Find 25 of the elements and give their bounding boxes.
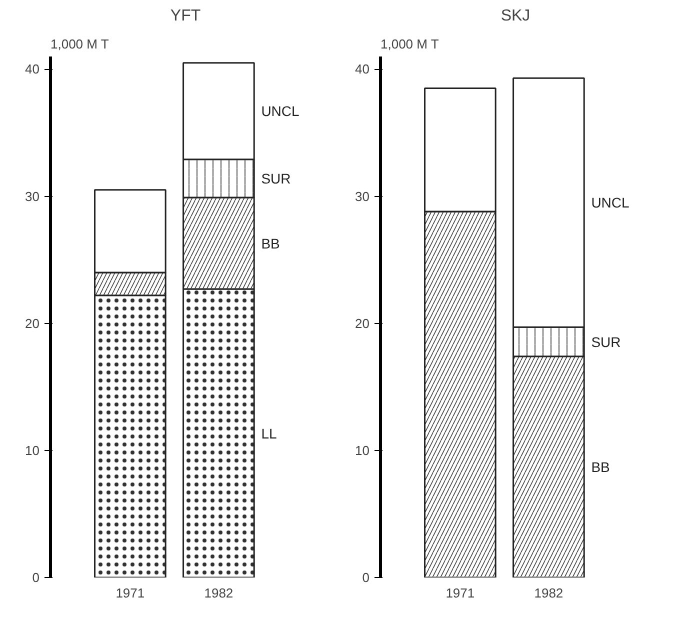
y-tick-label: 40 [25, 62, 40, 77]
y-tick-label: 30 [355, 188, 370, 204]
series-label: UNCL [591, 194, 630, 211]
y-tick-label: 0 [32, 570, 40, 585]
chart-title: YFT [170, 8, 201, 24]
y-tick-label: 10 [25, 442, 40, 458]
y-tick-label: 20 [355, 316, 370, 331]
series-label: UNCL [261, 103, 300, 120]
y-axis-title: 1,000 M T [380, 36, 439, 52]
x-tick-label: 1971 [446, 586, 475, 600]
y-tick-label: 20 [25, 316, 40, 331]
x-tick-label: 1971 [116, 586, 145, 600]
y-tick-label: 0 [362, 570, 370, 585]
series-label: LL [261, 425, 277, 442]
series-label: BB [261, 235, 280, 252]
y-tick-label: 10 [355, 442, 370, 458]
y-axis-title: 1,000 M T [50, 36, 109, 52]
series-label: SUR [261, 170, 291, 186]
y-tick-label: 40 [355, 62, 370, 77]
series-label: SUR [591, 334, 621, 350]
y-tick-label: 30 [25, 188, 40, 204]
x-tick-label: 1982 [204, 586, 234, 600]
chart-title: SKJ [500, 8, 530, 24]
series-label: BB [591, 458, 610, 475]
x-tick-label: 1982 [534, 586, 564, 600]
